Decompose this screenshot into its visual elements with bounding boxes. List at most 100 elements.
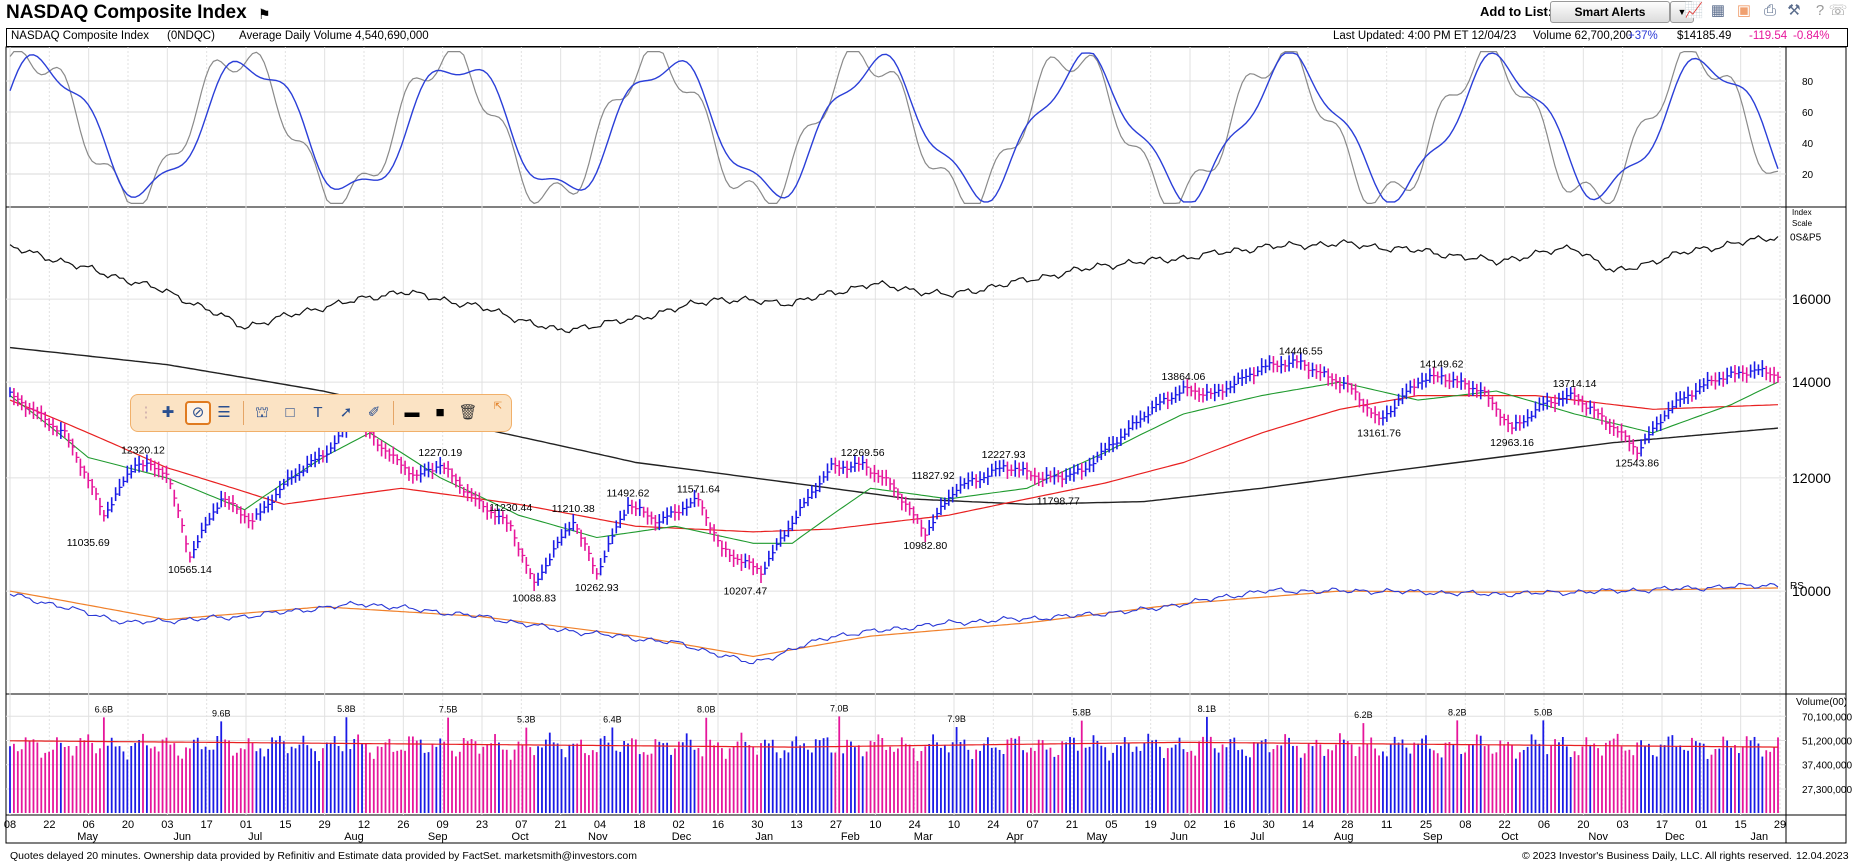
header-bar: NASDAQ Composite Index ⚑ Add to List: Sm… [0,0,1854,28]
x-tick-label: 27 [830,819,842,831]
sp500-line [9,235,1779,334]
help-icon[interactable]: ? [1815,2,1825,19]
price-annotation: 11210.38 [552,503,595,515]
x-tick-label: 08 [4,819,16,831]
info-change-pct: -0.84% [1793,30,1830,42]
chart-frame [5,46,1847,844]
x-tick-label: 28 [1341,819,1353,831]
volume-peak-label: 7.9B [947,714,966,724]
info-volume: Volume 62,700,200 [1533,30,1633,42]
x-tick-label: 08 [1459,819,1471,831]
x-month-label: Sep [428,831,448,843]
trendline-icon[interactable]: ➚ [339,404,353,421]
x-month-label: May [1086,831,1107,843]
crosshair-icon[interactable]: ✚ [161,404,175,421]
x-month-label: Jan [755,831,773,843]
price-annotation: 11492.62 [607,488,650,500]
rs-moving-average [9,587,1778,658]
print-icon[interactable]: ⎙ [1763,2,1776,19]
x-month-label: Mar [914,831,933,843]
table-icon[interactable]: ▦ [1710,2,1726,19]
rectangle-icon[interactable]: □ [285,404,295,421]
x-month-label: Jul [1250,831,1264,843]
x-month-label: Dec [1665,831,1685,843]
price-annotation: 13864.06 [1162,371,1206,383]
color-swatch-icon[interactable]: ■ [435,404,445,421]
drag-handle-icon[interactable]: ⋮ [138,404,154,421]
price-annotation: 12227.93 [982,449,1026,461]
trash-icon[interactable]: 🗑 [458,404,478,421]
smart-alerts-button[interactable]: Smart Alerts [1550,1,1670,23]
ma-200-line [9,346,1779,506]
x-tick-label: 15 [1735,819,1747,831]
x-month-label: Jan [1750,831,1768,843]
volume-tick-label: 37,400,000 [1802,761,1852,772]
volume-axis-title: Volume(00) [1796,697,1847,708]
x-month-label: May [77,831,98,843]
toolbar-divider [393,401,394,425]
volume-peak-label: 5.0B [1534,707,1553,717]
x-tick-label: 03 [161,819,173,831]
hide-drawings-icon[interactable]: ⊘ [185,401,211,425]
price-tick-label: 14000 [1792,374,1831,390]
line-weight-icon[interactable]: ▬ [404,404,420,421]
x-month-label: Nov [1588,831,1608,843]
x-month-label: Dec [672,831,692,843]
flag-icon[interactable]: ⚑ [258,6,271,22]
chevron-down-icon[interactable]: ▼ [1670,1,1694,23]
x-tick-label: 24 [909,819,921,831]
highlight-icon[interactable]: ▣ [1736,2,1752,19]
tools-icon[interactable]: ⚒ [1787,2,1801,19]
x-tick-label: 03 [1617,819,1629,831]
list-icon[interactable]: ☰ [217,404,231,421]
chart-icon[interactable]: 📈 [1684,2,1704,19]
price-tick-label: 16000 [1792,291,1831,307]
info-avg-volume: Average Daily Volume 4,540,690,000 [239,30,429,42]
price-annotation: 11035.69 [67,537,110,549]
x-tick-label: 17 [201,819,213,831]
stoch-tick-label: 80 [1802,77,1814,88]
x-tick-label: 06 [83,819,95,831]
x-tick-label: 19 [1145,819,1157,831]
sp500-label: 0S&P5 [1790,232,1822,243]
x-tick-label: 14 [1302,819,1314,831]
text-tool-icon[interactable]: T [313,404,323,421]
volume-moving-average [10,740,1778,748]
ma-50-line [9,395,1779,533]
x-tick-label: 24 [987,819,999,831]
x-tick-label: 13 [791,819,803,831]
price-annotation: 12269.56 [841,447,885,459]
add-to-list-label: Add to List: [1480,4,1553,19]
x-tick-label: 25 [1420,819,1432,831]
x-tick-label: 16 [1223,819,1235,831]
info-last-updated: Last Updated: 4:00 PM ET 12/04/23 [1333,30,1517,42]
paint-bucket-icon[interactable]: ⛫ [255,404,269,421]
info-volume-change: +37% [1628,30,1658,42]
x-month-label: Feb [841,831,860,843]
price-annotation: 10207.47 [723,585,767,597]
drawing-toolbar: ⋮ ✚ ⊘ ☰ ⛫ □ T ➚ ✐ ▬ ■ 🗑 ⇱ [130,394,512,432]
x-tick-label: 01 [1695,819,1707,831]
volume-peak-label: 7.5B [439,705,458,715]
x-tick-label: 18 [633,819,645,831]
price-annotation: 11798.77 [1037,495,1080,507]
volume-peak-label: 8.2B [1448,707,1467,717]
phone-icon[interactable]: ☏ [1828,2,1848,19]
collapse-icon[interactable]: ⇱ [493,401,503,412]
x-month-label: Aug [1334,831,1354,843]
x-tick-label: 17 [1656,819,1668,831]
price-annotation: 14149.62 [1420,358,1464,370]
x-tick-label: 29 [319,819,331,831]
footer-date: 12.04.2023 [1796,850,1849,862]
price-annotation: 10982.80 [903,540,947,552]
x-tick-label: 20 [122,819,134,831]
x-tick-label: 01 [240,819,252,831]
info-change: -119.54 [1749,30,1788,42]
x-tick-label: 02 [673,819,685,831]
rs-label: RS [1790,581,1804,592]
volume-peak-label: 6.2B [1354,710,1373,720]
volume-peak-label: 6.6B [95,704,114,714]
price-annotation: 13714.14 [1553,378,1597,390]
highlighter-icon[interactable]: ✐ [367,404,381,421]
